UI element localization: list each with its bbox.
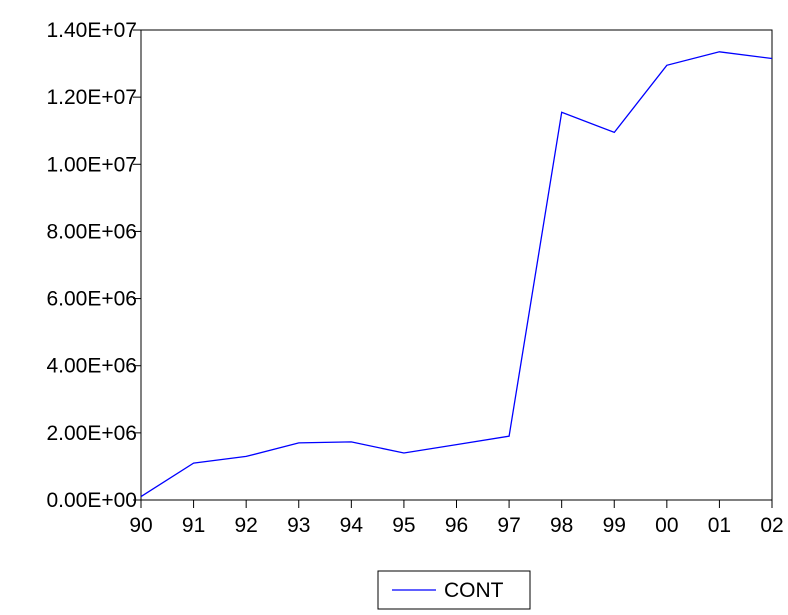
x-tick-label: 91 <box>182 514 205 537</box>
x-tick-label: 93 <box>287 514 310 537</box>
y-tick-label: 0.00E+00 <box>46 489 137 512</box>
legend-label: CONT <box>444 579 504 602</box>
x-tick-label: 90 <box>129 514 152 537</box>
y-tick-label: 1.20E+07 <box>46 86 137 109</box>
x-tick-label: 95 <box>392 514 415 537</box>
x-tick-label: 00 <box>655 514 678 537</box>
x-tick-label: 98 <box>550 514 573 537</box>
x-tick-label: 96 <box>445 514 468 537</box>
x-tick-label: 01 <box>708 514 731 537</box>
y-tick-label: 1.00E+07 <box>46 153 137 176</box>
x-tick-label: 97 <box>497 514 520 537</box>
x-tick-label: 94 <box>340 514 364 537</box>
x-tick-label: 99 <box>603 514 626 537</box>
x-tick-label: 02 <box>760 514 783 537</box>
y-tick-label: 4.00E+06 <box>46 355 137 378</box>
y-tick-label: 6.00E+06 <box>46 288 137 311</box>
x-tick-label: 92 <box>234 514 257 537</box>
y-tick-label: 8.00E+06 <box>46 220 137 243</box>
y-tick-label: 1.40E+07 <box>46 19 137 42</box>
y-tick-label: 2.00E+06 <box>46 422 137 445</box>
